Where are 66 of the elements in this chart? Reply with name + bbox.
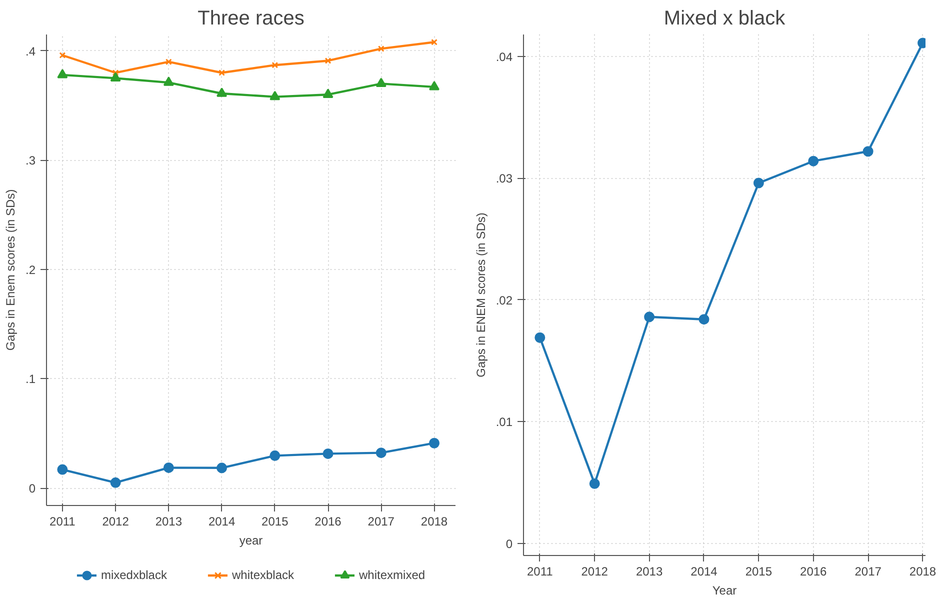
point <box>272 62 278 68</box>
y-axis-title: Gaps in Enem scores (in SDs) <box>3 189 18 351</box>
point <box>59 52 66 58</box>
point <box>753 178 764 188</box>
x-tick-label: 2018 <box>909 564 936 578</box>
point <box>378 45 384 52</box>
point <box>589 478 600 489</box>
x-tick-label: 2017 <box>854 564 882 578</box>
chart-title: Three races <box>198 8 304 30</box>
point <box>216 462 228 474</box>
point <box>270 450 280 461</box>
x-tick-label: 2015 <box>745 564 772 578</box>
y-tick-label: 0 <box>506 536 513 551</box>
y-tick-label: .03 <box>496 172 513 186</box>
y-tick-label: 0 <box>28 482 36 496</box>
point <box>429 438 440 448</box>
point <box>429 81 440 90</box>
point <box>165 58 172 66</box>
y-tick-label: .02 <box>496 293 513 308</box>
point <box>431 38 438 46</box>
y-tick-label: .1 <box>25 372 36 386</box>
point <box>270 90 280 100</box>
point <box>376 448 386 458</box>
x-tick-label: 2011 <box>527 564 554 578</box>
y-tick-label: .4 <box>25 44 36 58</box>
y-axis-title: Gaps in ENEM scores (in SDs) <box>474 212 488 378</box>
point <box>110 72 121 82</box>
point <box>57 68 68 78</box>
x-tick-label: 2013 <box>155 514 182 528</box>
legend-label: whitexmixed <box>359 568 426 582</box>
point <box>322 88 334 98</box>
point <box>376 78 386 88</box>
point <box>57 464 68 475</box>
legend-label: mixedxblack <box>100 568 167 582</box>
x-tick-label: 2016 <box>800 564 828 578</box>
point <box>862 146 874 157</box>
x-tick-label: 2018 <box>420 514 448 528</box>
x-axis-title: Year <box>712 584 737 598</box>
x-tick-label: 2017 <box>368 514 395 528</box>
x-tick-label: 2012 <box>581 564 608 578</box>
point <box>112 70 119 76</box>
y-tick-label: .01 <box>496 415 513 430</box>
x-tick-label: 2013 <box>636 564 663 578</box>
x-tick-label: 2016 <box>314 514 342 528</box>
point <box>808 156 819 166</box>
point <box>110 477 121 488</box>
point <box>216 88 228 97</box>
y-tick-label: .2 <box>25 262 36 277</box>
point <box>322 448 334 459</box>
point <box>163 76 174 86</box>
x-tick-label: 2011 <box>50 514 76 528</box>
y-tick-label: .3 <box>25 154 36 168</box>
point <box>644 312 655 322</box>
x-tick-label: 2012 <box>102 514 130 528</box>
chart-title: Mixed x black <box>664 8 786 30</box>
point <box>218 70 226 76</box>
point <box>698 314 710 325</box>
x-axis-title: year <box>239 534 263 548</box>
x-tick-label: 2014 <box>208 514 236 528</box>
x-tick-label: 2014 <box>690 564 718 578</box>
legend-label: whitexblack <box>232 568 294 582</box>
x-tick-label: 2015 <box>262 514 289 528</box>
y-tick-label: .04 <box>496 50 513 64</box>
point <box>534 332 546 343</box>
point <box>163 462 174 473</box>
point <box>324 58 332 64</box>
